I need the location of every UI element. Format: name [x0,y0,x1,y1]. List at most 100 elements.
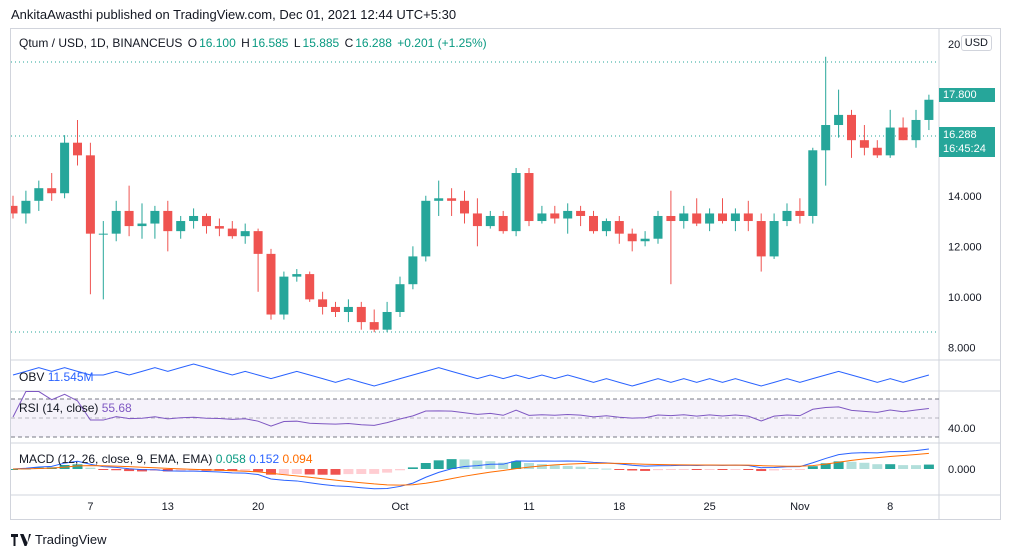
publisher-line: AnkitaAwasthi published on TradingView.c… [11,7,457,22]
macd-histogram-bar [730,469,741,470]
rsi-tick-label: 40.00 [948,423,976,435]
macd-histogram-bar [485,461,496,469]
candle-body [885,127,895,156]
time-axis-label: Nov [790,501,810,513]
candle-body [214,226,224,229]
price-tick-label: 8.000 [948,342,976,354]
macd-value-1: 0.058 [215,452,246,466]
candle-body [279,276,289,315]
candle-body [460,200,469,214]
time-axis-label: 8 [887,501,893,513]
rsi-legend[interactable]: RSI (14, close) 55.68 [19,401,132,415]
candle-body [98,233,108,235]
candle-body [253,231,263,254]
candle-body [60,142,70,194]
macd-histogram-bar [72,464,83,469]
rsi-line [12,391,929,427]
symbol-name[interactable]: Qtum / USD, 1D, BINANCEUS [19,36,183,50]
macd-histogram-bar [549,465,560,469]
time-axis-label: 11 [523,501,534,513]
candle-body [318,299,328,307]
candle-body [666,215,676,222]
macd-histogram-bar [601,468,612,470]
macd-histogram-bar [433,460,444,469]
time-axis-label: 18 [613,501,625,513]
candle-body [563,210,573,219]
macd-histogram-bar [653,469,663,471]
candle-body [124,210,134,227]
candle-body [343,306,353,312]
candle-body [395,284,405,312]
candle-body [743,213,753,222]
macd-histogram-bar [923,464,934,469]
candle-body [485,215,495,227]
candle-body [498,215,508,232]
macd-histogram-bar [524,463,534,469]
macd-histogram-bar [85,467,96,469]
macd-histogram-bar [627,469,638,471]
chart-frame[interactable]: 20.00018.00016.00014.00012.00010.0008.00… [10,28,1001,520]
open-label: O [187,36,198,50]
macd-histogram-bar [859,462,870,469]
chart-canvas[interactable]: 20.00018.00016.00014.00012.00010.0008.00… [11,29,1001,520]
macd-name: MACD (12, 26, close, 9, EMA, EMA) [19,452,213,466]
high-label: H [241,36,250,50]
candle-body [679,213,689,222]
obv-value: 11.545M [47,370,94,384]
candle-body [137,223,147,227]
candle-body [382,311,392,330]
close-label: C [344,36,354,50]
candle-body [369,322,379,330]
macd-histogram-bar [459,459,470,469]
macd-histogram-bar [162,469,173,472]
macd-histogram-bar [588,468,599,470]
bar-countdown: 16:45:24 [943,143,986,155]
macd-histogram-bar [111,469,122,471]
time-axis-label: 13 [162,501,174,513]
macd-legend[interactable]: MACD (12, 26, close, 9, EMA, EMA) 0.058 … [19,452,313,466]
macd-histogram-bar [846,461,857,469]
obv-name: OBV [19,370,45,384]
candle-body [782,210,792,222]
candle-body [434,198,444,201]
candle-body [150,210,160,224]
macd-histogram-bar [498,462,509,469]
macd-histogram-bar [872,464,883,469]
candle-body [356,306,366,323]
open-value: 16.100 [199,36,236,50]
candle-body [447,198,457,201]
candle-body [550,213,560,219]
macd-histogram-bar [175,469,186,472]
candle-body [240,231,250,237]
currency-button[interactable]: USD [960,35,992,51]
macd-histogram-bar [395,469,405,471]
macd-tick-label: 0.000 [948,464,976,476]
candle-body [769,221,779,257]
candle-body [21,200,31,214]
price-tick-label: 10.000 [948,292,982,304]
macd-histogram-bar [743,469,754,470]
macd-histogram-bar [330,469,341,475]
macd-histogram-bar [369,469,380,474]
candle-body [601,221,611,232]
candle-body [421,200,431,257]
macd-histogram-bar [472,460,483,469]
macd-histogram-bar [782,469,792,470]
obv-legend[interactable]: OBV 11.545M [19,370,94,384]
macd-histogram-bar [575,466,586,469]
candle-body [730,213,740,222]
macd-histogram-bar [11,469,18,470]
macd-histogram-bar [640,469,651,471]
macd-histogram-bar [124,469,135,472]
candle-body [924,99,934,120]
low-value: 15.885 [302,36,340,50]
candle-body [266,253,276,315]
signal-line [12,452,929,486]
candle-body [163,210,173,232]
macd-histogram-bar [885,464,896,469]
macd-histogram-bar [769,469,780,471]
macd-histogram-bar [794,469,805,470]
symbol-legend: Qtum / USD, 1D, BINANCEUS O 16.100 H 16.58… [19,36,489,50]
candle-body [640,238,650,242]
candle-body [202,215,211,227]
